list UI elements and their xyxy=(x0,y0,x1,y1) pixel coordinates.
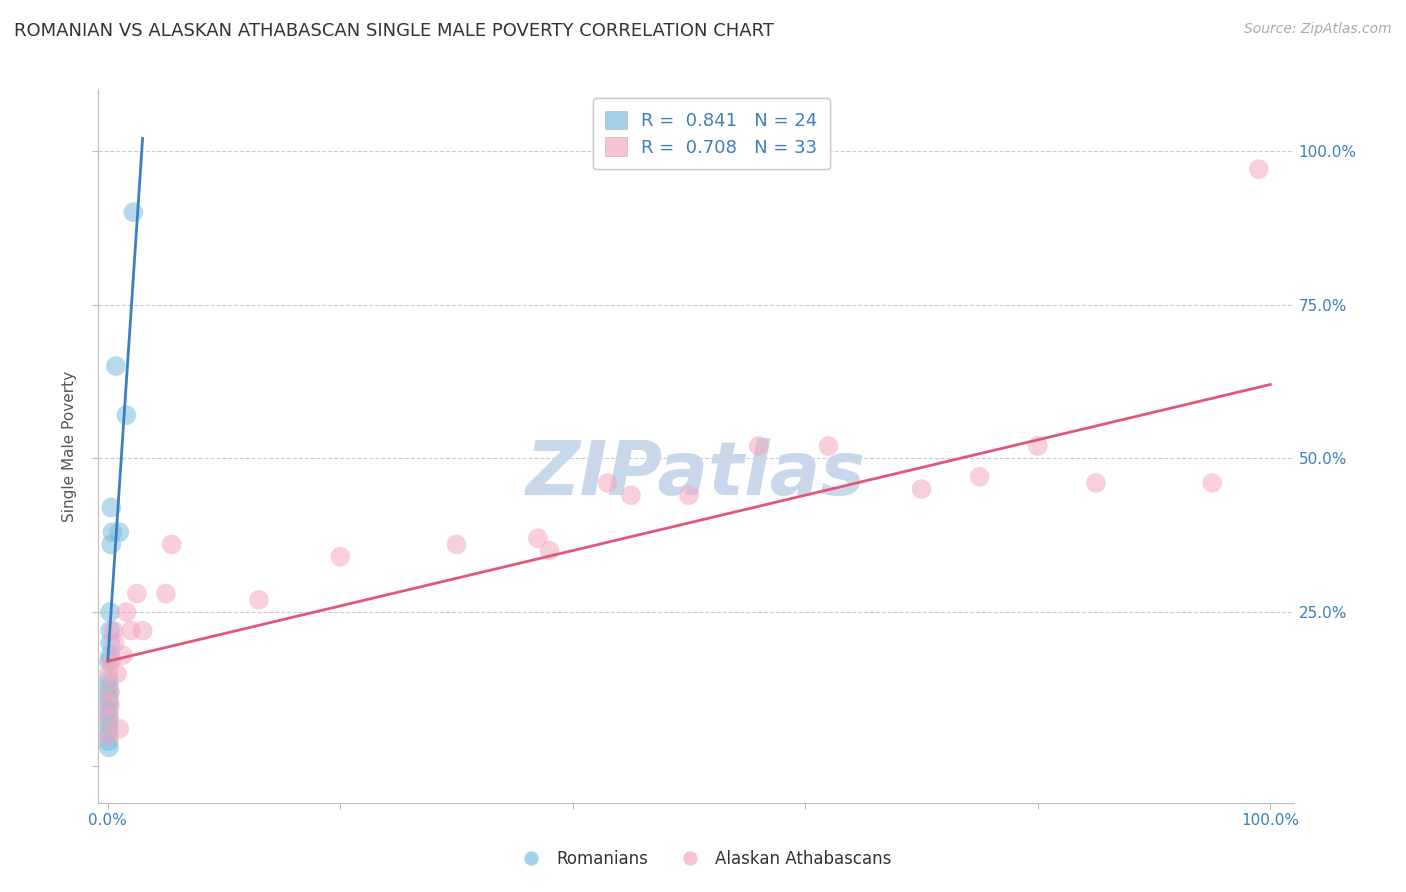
Point xyxy=(108,525,131,540)
Point xyxy=(120,624,142,638)
Point xyxy=(104,359,127,373)
Point xyxy=(122,205,145,219)
Point xyxy=(97,654,120,668)
Point xyxy=(100,500,122,515)
Point xyxy=(1201,475,1223,490)
Point xyxy=(1084,475,1107,490)
Point xyxy=(111,648,134,662)
Point xyxy=(98,648,121,662)
Point xyxy=(247,592,270,607)
Point xyxy=(97,709,120,723)
Point xyxy=(97,685,120,699)
Point xyxy=(620,488,643,502)
Point xyxy=(97,704,120,718)
Point xyxy=(1026,439,1049,453)
Point xyxy=(104,636,127,650)
Y-axis label: Single Male Poverty: Single Male Poverty xyxy=(62,370,77,522)
Point xyxy=(97,715,120,730)
Point xyxy=(103,624,125,638)
Point xyxy=(817,439,839,453)
Point xyxy=(100,537,122,551)
Text: ZIPatlas: ZIPatlas xyxy=(526,438,866,511)
Point xyxy=(101,525,124,540)
Point xyxy=(160,537,183,551)
Point xyxy=(329,549,352,564)
Point xyxy=(97,722,120,736)
Legend: Romanians, Alaskan Athabascans: Romanians, Alaskan Athabascans xyxy=(508,844,898,875)
Text: Source: ZipAtlas.com: Source: ZipAtlas.com xyxy=(1244,22,1392,37)
Point xyxy=(97,734,120,748)
Point xyxy=(538,543,561,558)
Point xyxy=(97,728,120,742)
Point xyxy=(446,537,468,551)
Point xyxy=(527,531,550,545)
Point xyxy=(105,666,128,681)
Point xyxy=(97,691,120,706)
Point xyxy=(98,636,121,650)
Point xyxy=(98,605,121,619)
Point xyxy=(910,482,932,496)
Point xyxy=(97,698,120,712)
Point xyxy=(97,673,120,687)
Point xyxy=(97,740,120,755)
Point xyxy=(1247,162,1270,177)
Point xyxy=(155,587,177,601)
Point xyxy=(97,679,120,693)
Point xyxy=(97,666,120,681)
Point xyxy=(678,488,700,502)
Point xyxy=(131,624,153,638)
Point xyxy=(98,698,121,712)
Point xyxy=(97,728,120,742)
Point xyxy=(115,409,138,423)
Point xyxy=(100,654,122,668)
Point xyxy=(108,722,131,736)
Point xyxy=(969,469,991,483)
Legend: R =  0.841   N = 24, R =  0.708   N = 33: R = 0.841 N = 24, R = 0.708 N = 33 xyxy=(593,98,831,169)
Point xyxy=(98,685,121,699)
Point xyxy=(125,587,148,601)
Point xyxy=(98,624,121,638)
Point xyxy=(596,475,619,490)
Point xyxy=(97,709,120,723)
Text: ROMANIAN VS ALASKAN ATHABASCAN SINGLE MALE POVERTY CORRELATION CHART: ROMANIAN VS ALASKAN ATHABASCAN SINGLE MA… xyxy=(14,22,775,40)
Point xyxy=(115,605,138,619)
Point xyxy=(748,439,770,453)
